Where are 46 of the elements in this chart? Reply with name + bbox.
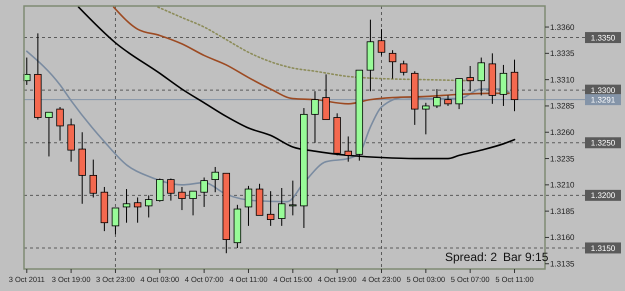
- candlestick: [400, 60, 408, 76]
- candlestick: [478, 57, 485, 96]
- candlestick: [466, 65, 474, 92]
- candlestick: [178, 186, 186, 211]
- y-tick-label: 1.3135: [550, 260, 576, 269]
- y-tick-label: 1.3310: [550, 75, 576, 84]
- y-tick-label: 1.3210: [550, 180, 576, 190]
- ref-line-label: 1.3350: [590, 33, 616, 42]
- candlestick: [211, 166, 219, 193]
- candlestick: [444, 94, 452, 106]
- ref-line-label: 1.3200: [590, 191, 616, 200]
- candlestick: [134, 196, 142, 224]
- candlestick: [144, 194, 152, 218]
- candlestick: [433, 88, 441, 109]
- candlestick: [189, 190, 197, 216]
- y-tick-label: 1.3235: [550, 154, 576, 164]
- y-tick-label: 1.3185: [550, 206, 576, 216]
- candlestick: [388, 50, 396, 80]
- candlestick: [244, 185, 252, 226]
- candlestick: [112, 207, 120, 235]
- y-tick-label: 1.3160: [550, 233, 576, 242]
- candlestick: [90, 159, 98, 198]
- candlestick: [156, 178, 164, 202]
- candlestick: [378, 28, 386, 56]
- y-tick-label: 1.3285: [550, 102, 576, 111]
- candlestick: [422, 102, 430, 135]
- candlestick: [45, 112, 53, 157]
- candlestick: [500, 64, 508, 106]
- candlestick: [56, 106, 64, 142]
- candlestick: [322, 74, 330, 120]
- candlestick: [278, 187, 286, 226]
- candlestick: [167, 178, 175, 202]
- ref-line-label: 1.3250: [590, 138, 616, 148]
- ref-line-label: 1.3291: [590, 95, 616, 104]
- y-tick-label: 1.3360: [550, 22, 576, 32]
- y-tick-label: 1.3260: [550, 128, 576, 138]
- candlestick: [122, 188, 130, 224]
- candlestick: [311, 90, 319, 144]
- ref-line-label: 1.3150: [590, 244, 616, 253]
- ref-line-label: 1.3300: [590, 86, 616, 95]
- candlestick: [266, 190, 274, 226]
- y-tick-label: 1.3335: [550, 49, 576, 58]
- candlestick: [289, 180, 297, 216]
- annotation: Bar 9:15: [503, 250, 549, 264]
- candlestick: [200, 176, 208, 208]
- annotation: Spread: 2: [445, 250, 498, 264]
